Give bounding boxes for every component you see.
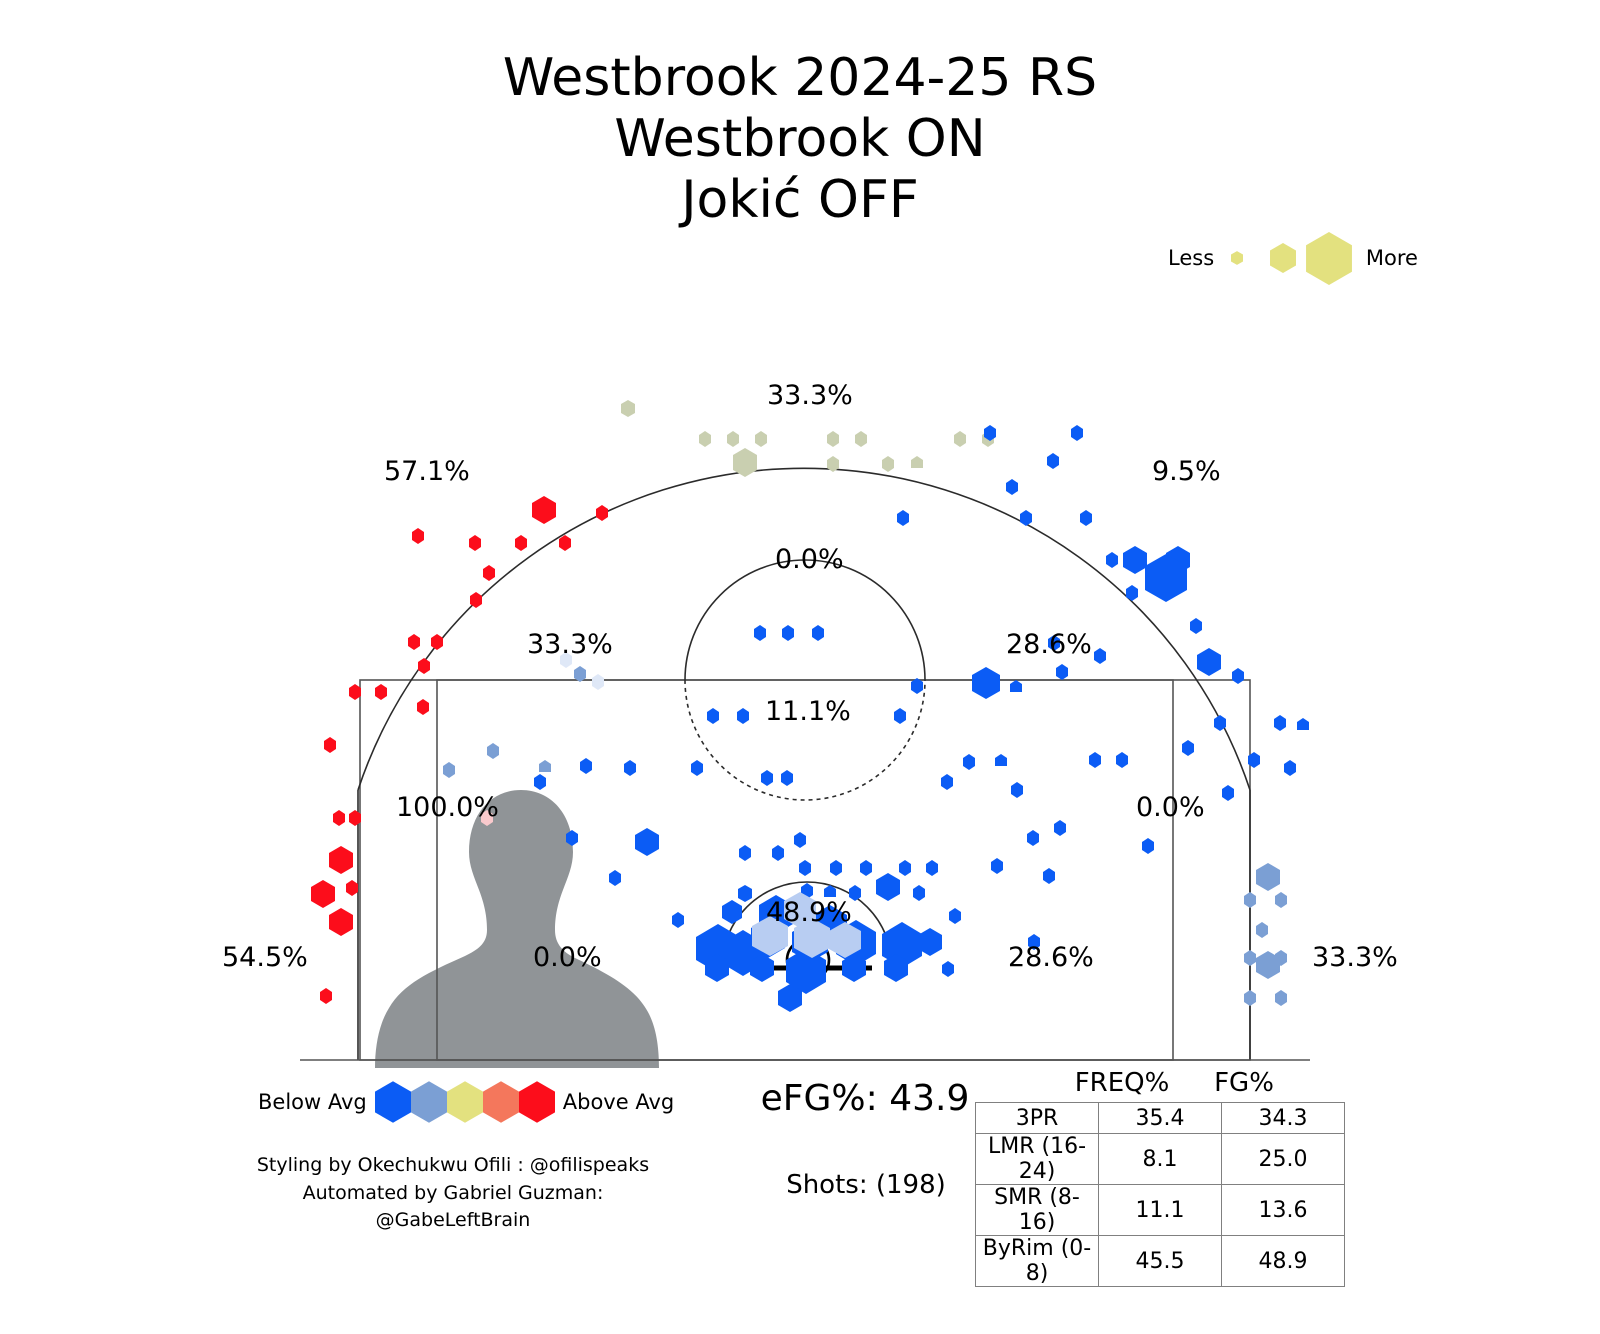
stats-col-fg: FG% [1214,1068,1274,1098]
color-legend-hex-4 [482,1081,519,1123]
stats-fg-byrim: 48.9 [1221,1235,1345,1287]
title-line-3: Jokić OFF [681,169,919,230]
stats-freq-smr: 11.1 [1098,1184,1222,1236]
stats-table-wrap: FREQ% FG% 3PR 35.4 34.3 LMR (16-24) 8.1 … [975,1068,1345,1287]
stats-fg-lmr: 25.0 [1221,1133,1345,1185]
zone-label-ft-circle-top: 0.0% [775,544,844,575]
color-legend-hex-2 [410,1081,447,1123]
zone-label-paint-high: 11.1% [765,696,851,727]
stats-freq-3pr: 35.4 [1098,1102,1222,1134]
efg-percentage: eFG%: 43.9 [760,1078,970,1119]
credits-styling: Styling by Okechukwu Ofili : @ofilispeak… [256,1154,650,1176]
zone-label-right-wing-3pt: 9.5% [1152,456,1221,487]
size-legend-hex-small [1214,238,1260,278]
shots-count: Shots: (198) [786,1170,946,1200]
stats-zone-byrim: ByRim (0-8) [975,1235,1099,1287]
stats-zone-3pr: 3PR [975,1102,1099,1134]
color-legend-hex-5 [518,1081,555,1123]
size-legend: Less More [1168,231,1418,285]
stats-zone-lmr: LMR (16-24) [975,1133,1099,1185]
zone-label-right-midrange: 28.6% [1006,629,1092,660]
zone-label-left-wing-3pt: 57.1% [384,456,470,487]
credits: Styling by Okechukwu Ofili : @ofilispeak… [228,1152,678,1235]
court-svg [300,400,1310,1068]
zone-label-right-baseline-mid: 0.0% [1136,792,1205,823]
shot-chart-court: 33.3% 57.1% 9.5% 0.0% 33.3% 28.6% 11.1% … [0,300,1600,1090]
table-row: LMR (16-24) 8.1 25.0 [975,1133,1345,1185]
zone-label-left-midrange: 33.3% [527,629,613,660]
credits-automated: Automated by Gabriel Guzman: @GabeLeftBr… [302,1181,604,1232]
zone-label-top-center-3pt: 33.3% [767,380,853,411]
zone-label-left-short-corner: 0.0% [533,942,602,973]
zone-label-right-corner-3pt: 33.3% [1312,942,1398,973]
stats-freq-byrim: 45.5 [1098,1235,1222,1287]
title-line-1: Westbrook 2024-25 RS [502,48,1098,108]
stats-fg-3pr: 34.3 [1221,1102,1345,1134]
color-legend: Below Avg Above Avg [258,1081,675,1123]
player-silhouette [375,790,659,1068]
color-legend-above-label: Above Avg [562,1090,675,1114]
stats-zone-smr: SMR (8-16) [975,1184,1099,1236]
stats-freq-lmr: 8.1 [1098,1133,1222,1185]
size-legend-more-label: More [1365,246,1418,270]
size-legend-hex-medium [1260,238,1306,278]
color-legend-hex-3 [446,1081,483,1123]
table-row: 3PR 35.4 34.3 [975,1102,1345,1134]
table-row: ByRim (0-8) 45.5 48.9 [975,1235,1345,1287]
size-legend-less-label: Less [1168,246,1215,270]
zone-label-left-corner-3pt: 54.5% [222,942,308,973]
color-legend-below-label: Below Avg [258,1090,367,1114]
page-title: Westbrook 2024-25 RS Westbrook ON Jokić … [0,48,1600,230]
zone-label-right-short-corner: 28.6% [1008,942,1094,973]
color-legend-hex-1 [374,1081,411,1123]
stats-table: 3PR 35.4 34.3 LMR (16-24) 8.1 25.0 SMR (… [975,1102,1345,1287]
stats-fg-smr: 13.6 [1221,1184,1345,1236]
stats-table-header: FREQ% FG% [975,1068,1345,1098]
size-legend-hex-large [1305,231,1352,285]
stats-col-freq: FREQ% [1074,1068,1170,1098]
title-line-2: Westbrook ON [614,108,986,169]
zone-label-left-baseline-mid: 100.0% [396,792,499,823]
shot-hexagons [311,400,1309,1012]
zone-label-rim: 48.9% [766,897,852,928]
table-row: SMR (8-16) 11.1 13.6 [975,1184,1345,1236]
